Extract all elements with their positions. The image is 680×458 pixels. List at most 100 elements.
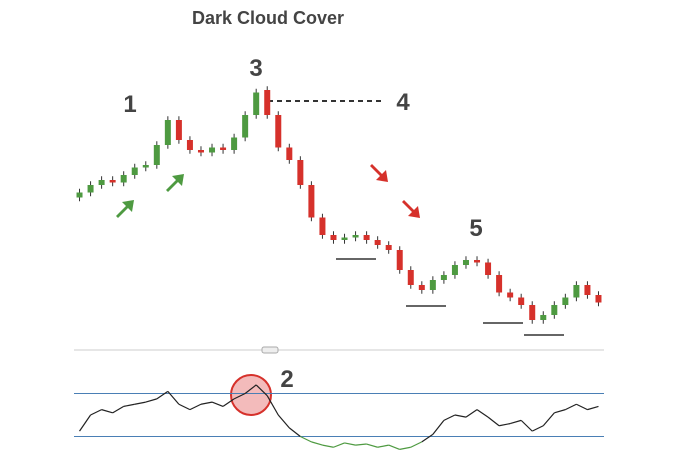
candle-body [231,137,238,150]
candle-body [341,237,348,240]
oscillator-segment [443,414,456,421]
candle-body [120,175,127,183]
oscillator-segment [498,423,511,427]
oscillator-segment [531,425,544,432]
candle-body [407,270,414,285]
candle-body [142,165,149,168]
candle-body [363,235,370,240]
oscillator-segment [277,414,290,429]
oscillator-segment [366,443,378,448]
divider-handle [261,346,279,354]
candle-body [153,145,160,165]
highlight-circle [230,374,272,416]
oscillator-segment [134,401,146,405]
oscillator-segment [520,419,533,432]
candle-body [540,315,547,320]
candle-body [175,120,182,140]
oscillator-segment [565,403,577,411]
oscillator-segment [454,414,467,418]
annotation: 3 [249,55,262,82]
up-arrow [166,174,184,192]
oscillator-segment [432,420,445,435]
oscillator-segment [90,409,102,416]
oscillator-segment [244,384,257,394]
oscillator-segment [576,403,588,411]
candle-body [109,180,116,183]
candle-body [330,235,337,240]
candle-body [429,280,436,290]
annotation: 4 [396,89,410,116]
oscillator-segment [101,409,113,414]
oscillator-segment [542,412,555,427]
candle-body [164,120,171,145]
oscillator-segment [587,405,599,411]
support-lines [336,258,564,336]
candle-body [253,92,260,115]
chart-title: Dark Cloud Cover [192,8,344,28]
candle-body [496,275,503,293]
oscillator-segment [322,444,334,448]
candle-body [264,90,271,115]
candle-body [286,147,293,160]
oscillator-segment [123,403,135,407]
oscillator-segment [288,427,301,437]
candle-body [242,115,249,138]
oscillator-segment [266,395,279,416]
candle-body [275,115,282,148]
oscillator-segment [222,398,235,407]
candle-body [529,305,536,320]
candle-body [98,180,105,185]
oscillator-segment [476,409,489,418]
oscillator-segment [355,443,367,446]
candle-body [131,167,138,175]
oscillator-segment [211,401,224,407]
oscillator-segment [79,414,92,432]
oscillator-segment [167,390,180,405]
annotation: 2 [280,366,293,393]
down-arrow [370,164,388,182]
candle-body [197,150,204,153]
candle-body [87,185,94,193]
oscillator-segment [487,416,500,427]
arrows [116,164,420,218]
candle-body [462,260,469,265]
candle-body [440,275,447,280]
oscillator-segment [344,442,356,446]
candle-body [308,185,315,218]
oscillator-segment [200,401,213,405]
candle-body [562,297,569,305]
candle-body [209,147,216,153]
oscillator-segment [145,398,157,403]
oscillator-segment [333,442,345,448]
candle-body [573,285,580,298]
candle-body [518,297,525,305]
oscillator-segment [399,446,411,450]
oscillator-segment [300,435,312,443]
candle-body [584,285,591,295]
oscillator-segment [509,419,522,425]
oscillator-segment [465,409,478,418]
oscillator-segment [255,384,268,397]
oscillator-segment [178,403,191,411]
candle-body [385,245,392,250]
candle-body [485,262,492,275]
candle-body [474,260,481,263]
candle-body [186,140,193,150]
candle-body [352,235,359,238]
candle-body [396,250,403,270]
oscillator-segment [554,409,566,414]
oscillator-segment [112,405,124,414]
candle-body [595,295,602,303]
candle-body [220,147,227,150]
candle-body [297,160,304,185]
annotation: 5 [469,215,482,242]
oscillator-segment [377,444,389,448]
oscillator-segment [421,433,434,443]
oscillator-segment [156,390,169,400]
up-arrow [116,200,134,218]
oscillator-segment [388,444,400,450]
oscillator-segment [410,441,423,448]
candle-body [374,240,381,245]
candle-body [76,192,83,198]
